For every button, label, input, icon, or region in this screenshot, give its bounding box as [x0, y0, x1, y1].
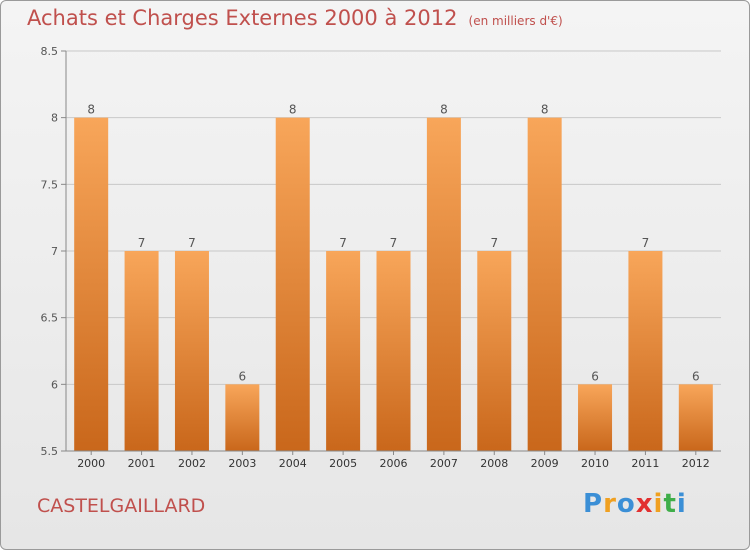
logo-letter: i [676, 489, 687, 519]
data-label: 6 [239, 369, 247, 383]
x-tick-label: 2010 [581, 457, 609, 470]
data-label: 8 [87, 103, 95, 117]
y-tick-label: 7 [51, 245, 58, 258]
logo-letter: P [583, 489, 604, 519]
x-tick-label: 2006 [380, 457, 408, 470]
x-tick-label: 2008 [480, 457, 508, 470]
y-tick-label: 7.5 [41, 178, 59, 191]
y-tick-label: 6.5 [41, 312, 59, 325]
bar-2007 [426, 117, 461, 452]
labels-layer: 8 7 7 6 8 7 7 8 7 8 6 7 6 [87, 103, 699, 384]
data-label: 8 [289, 103, 297, 117]
data-label: 7 [138, 236, 146, 250]
x-tick-label: 2011 [631, 457, 659, 470]
x-tick-label: 2007 [430, 457, 458, 470]
data-label: 6 [692, 369, 700, 383]
axis-layer: 5.5 6 6.5 7 7.5 8 8.5 2000 2001 2002 2003 2004 2005 2… [41, 45, 721, 470]
data-label: 7 [188, 236, 196, 250]
x-tick-label: 2005 [329, 457, 357, 470]
bar-2002 [174, 251, 209, 451]
bar-2011 [628, 251, 663, 451]
data-label: 7 [339, 236, 347, 250]
chart-subtitle: (en milliers d'€) [468, 14, 563, 28]
y-tick-label: 5.5 [41, 445, 59, 458]
x-tick-label: 2003 [228, 457, 256, 470]
bar-2008 [477, 251, 512, 451]
bar-2000 [74, 117, 109, 452]
data-label: 6 [591, 369, 599, 383]
commune-name: CASTELGAILLARD [37, 495, 206, 517]
logo-letter: i [653, 489, 664, 519]
bars-layer [74, 117, 713, 452]
logo-letter: r [603, 489, 617, 519]
x-tick-label: 2009 [531, 457, 559, 470]
data-label: 7 [490, 236, 498, 250]
logo-letter: t [663, 489, 677, 519]
x-tick-label: 2000 [77, 457, 105, 470]
x-tick-label: 2004 [279, 457, 307, 470]
chart-title: Achats et Charges Externes 2000 à 2012 [27, 6, 458, 30]
logo-letter: x [635, 489, 654, 519]
proxiti-logo: Proxiti [583, 489, 687, 519]
data-label: 8 [541, 103, 549, 117]
y-tick-label: 6 [51, 378, 58, 391]
y-tick-label: 8 [51, 112, 58, 125]
bar-2005 [326, 251, 361, 451]
x-tick-label: 2002 [178, 457, 206, 470]
data-label: 8 [440, 103, 448, 117]
data-label: 7 [642, 236, 650, 250]
bar-2012 [678, 384, 713, 451]
bar-2004 [275, 117, 310, 452]
x-tick-label: 2001 [128, 457, 156, 470]
bar-2010 [578, 384, 613, 451]
bar-2003 [225, 384, 260, 451]
bar-2001 [124, 251, 159, 451]
data-label: 7 [390, 236, 398, 250]
bar-2006 [376, 251, 411, 451]
bar-2009 [527, 117, 562, 452]
y-tick-label: 8.5 [41, 45, 59, 58]
logo-letter: o [616, 489, 636, 519]
x-tick-label: 2012 [682, 457, 710, 470]
title-line: Achats et Charges Externes 2000 à 2012 (… [27, 6, 563, 30]
